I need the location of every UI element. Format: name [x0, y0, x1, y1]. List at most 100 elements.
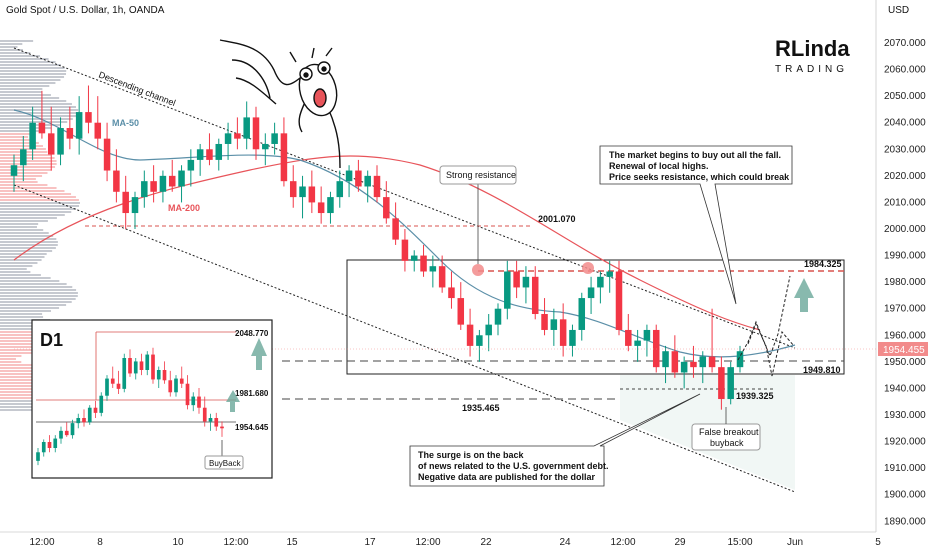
- volume-profile-bar: [0, 304, 67, 306]
- volume-profile-bar: [0, 67, 65, 69]
- price-axis[interactable]: 1890.000 1900.000 1910.000 1920.000 1930.000…: [884, 38, 926, 527]
- candle-body: [708, 356, 716, 368]
- candle-body: [75, 112, 83, 139]
- volume-profile-bar: [0, 142, 39, 144]
- volume-profile-bar: [0, 244, 58, 246]
- candles: [10, 85, 744, 410]
- price-tick-label: 2000.000: [884, 224, 926, 235]
- candle-body: [252, 117, 260, 150]
- volume-profile-bar: [0, 49, 23, 51]
- volume-profile-bar: [0, 214, 65, 216]
- candle-body: [131, 197, 139, 214]
- inset-candle-body: [122, 358, 127, 389]
- candle-body: [559, 319, 567, 346]
- inset-candle-body: [93, 407, 98, 413]
- candle-body: [57, 128, 64, 155]
- candle-body: [150, 181, 157, 192]
- candle-body: [103, 138, 111, 171]
- inset-candle-body: [110, 378, 115, 384]
- volume-profile-bar: [0, 325, 62, 327]
- candle-body: [690, 361, 697, 368]
- volume-profile-bar: [0, 175, 43, 177]
- volume-profile-bar: [0, 253, 47, 255]
- projection-path-alt: [747, 322, 795, 377]
- volume-profile-bar: [0, 100, 67, 102]
- volume-profile-bar: [0, 265, 33, 267]
- candle-body: [680, 361, 688, 373]
- candle-body: [122, 191, 129, 214]
- volume-profile-bar: [0, 229, 44, 231]
- volume-profile-bar: [0, 220, 48, 222]
- volume-profile-bar: [0, 94, 51, 96]
- candle-body: [494, 308, 502, 325]
- volume-profile-bar: [0, 409, 54, 411]
- candle-body: [410, 255, 418, 261]
- candle-body: [531, 276, 539, 315]
- volume-profile-bar: [0, 277, 51, 279]
- volume-profile-bar: [0, 139, 34, 141]
- candle-body: [550, 319, 558, 330]
- range-box: [346, 259, 845, 375]
- candle-body: [38, 122, 46, 134]
- price-tick-label: 1920.000: [884, 437, 926, 448]
- time-axis[interactable]: 12:00 8 10 12:00 15 17 12:00 22 24 12:00 29 15:00 Ju…: [29, 537, 881, 548]
- volume-profile-bar: [0, 217, 57, 219]
- volume-profile-bar: [0, 193, 72, 195]
- price-tick-label: 1980.000: [884, 277, 926, 288]
- projection-arrow-icon: [794, 278, 814, 312]
- chart-title: Gold Spot / U.S. Dollar, 1h, OANDA: [6, 5, 165, 16]
- buyback-text: BuyBack: [209, 459, 242, 468]
- candle-body: [29, 122, 36, 150]
- time-tick-label: 5: [875, 537, 881, 548]
- volume-profile-bar: [0, 106, 76, 108]
- volume-profile-bar: [0, 268, 27, 270]
- time-tick-label: 12:00: [415, 537, 440, 548]
- volume-profile-bar: [0, 145, 44, 147]
- volume-profile-bar: [0, 373, 60, 375]
- time-tick-label: 17: [364, 537, 376, 548]
- candle-body: [643, 329, 651, 341]
- volume-profile-bar: [0, 307, 60, 309]
- candle-body: [718, 367, 725, 400]
- inset-candle-body: [162, 370, 167, 381]
- last-price-text: 1954.455: [883, 345, 925, 356]
- volume-profile-bar: [0, 256, 45, 258]
- candle-body: [234, 133, 241, 139]
- volume-profile-bar: [0, 196, 76, 198]
- buyback-box: [204, 455, 244, 470]
- inset-candle-body: [185, 383, 190, 406]
- false-breakout-line: buyback: [710, 438, 744, 448]
- volume-profile-bar: [0, 403, 43, 405]
- volume-profile-bar: [0, 61, 56, 63]
- candle-body: [476, 335, 483, 346]
- candle-body: [699, 356, 707, 368]
- volume-profile-bar: [0, 262, 38, 264]
- inset-candle-body: [70, 423, 75, 436]
- level-1939-label: 1939.325: [736, 391, 774, 401]
- volume-profile-bar: [0, 136, 29, 138]
- price-tick-label: 1910.000: [884, 463, 926, 474]
- candle-body: [634, 340, 641, 346]
- candle-body: [141, 181, 148, 198]
- price-tick-label: 1960.000: [884, 330, 926, 341]
- candle-body: [727, 367, 734, 400]
- candle-body: [587, 287, 595, 299]
- candle-body: [504, 271, 511, 309]
- inset-candle-body: [47, 442, 52, 448]
- price-tick-label: 1970.000: [884, 304, 926, 315]
- inset-candle-body: [197, 396, 201, 408]
- market-note-line: Price seeks resistance, which could brea…: [609, 172, 790, 182]
- candle-body: [280, 133, 288, 182]
- surge-note-line: The surge is on the back: [418, 450, 525, 460]
- volume-profile-bar: [0, 118, 73, 120]
- volume-profile-bar: [0, 274, 41, 276]
- candle-body: [615, 271, 623, 330]
- candle-body: [457, 298, 465, 325]
- candle-body: [187, 159, 195, 171]
- volume-profile-bar: [0, 166, 56, 168]
- candle-body: [485, 324, 492, 336]
- candle-body: [652, 329, 660, 368]
- logo-subtitle: TRADING: [775, 64, 848, 75]
- volume-profile-bar: [0, 163, 57, 165]
